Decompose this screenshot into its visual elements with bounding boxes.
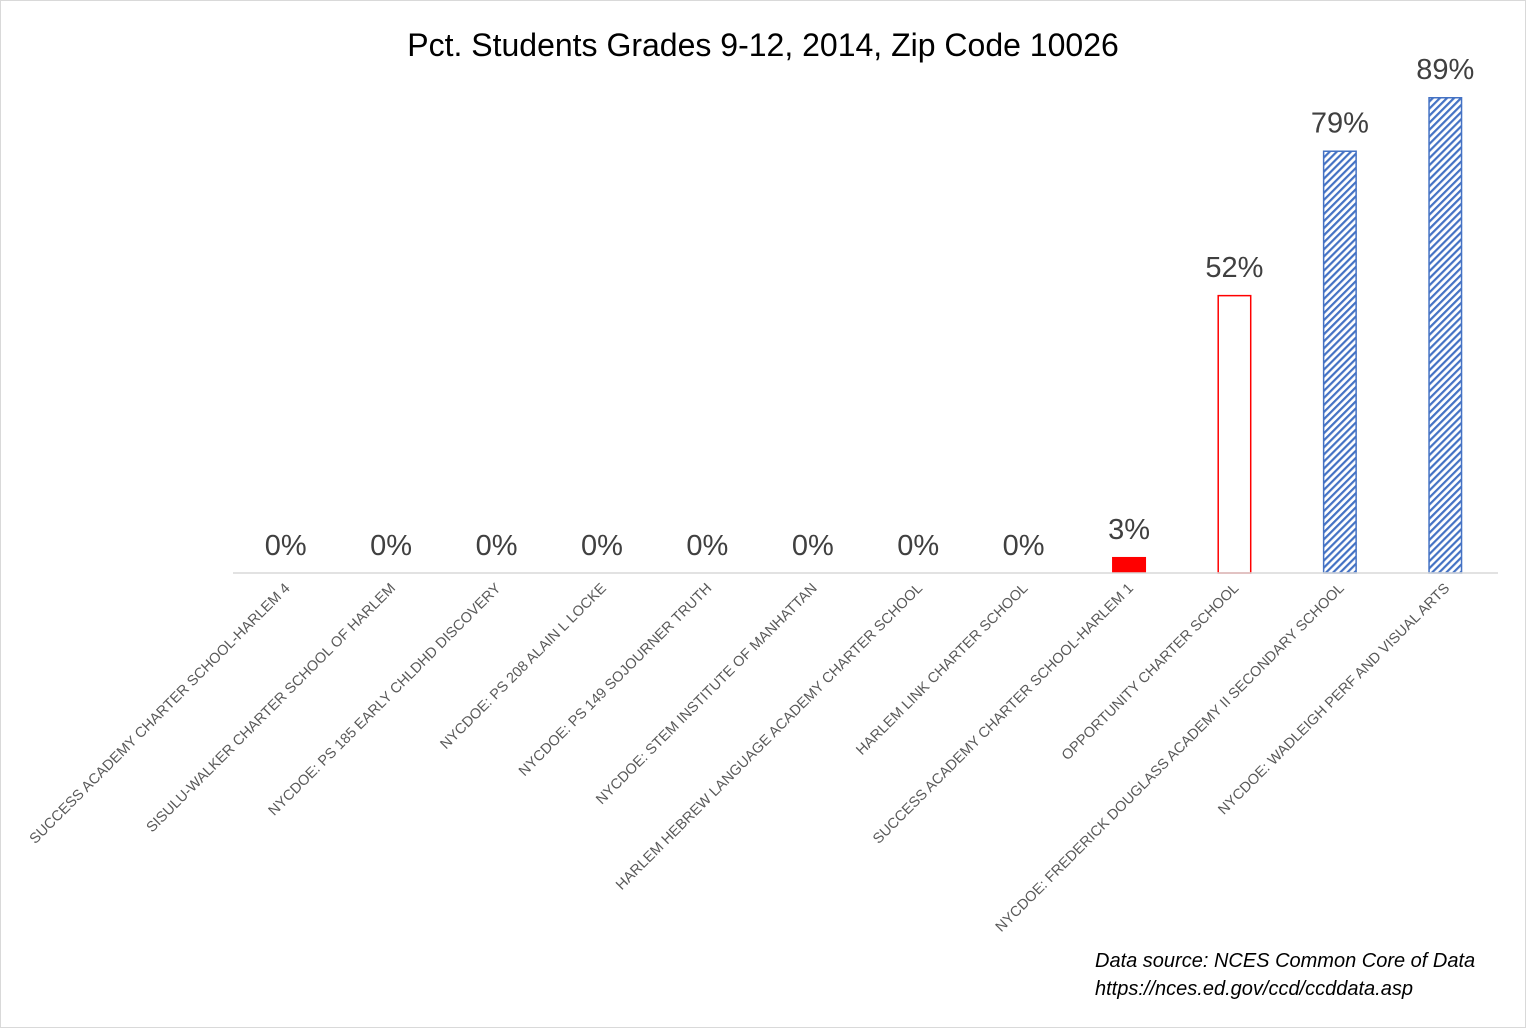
- category-label-10: OPPORTUNITY CHARTER SCHOOL: [1059, 581, 1242, 764]
- data-label-3: 0%: [476, 530, 518, 562]
- chart-title: Pct. Students Grades 9-12, 2014, Zip Cod…: [407, 27, 1119, 63]
- data-labels-group: 0% 0% 0% 0% 0% 0% 0% 0% 3% 52% 79% 89%: [265, 54, 1475, 562]
- bar-9: [1112, 556, 1147, 573]
- category-label-2: SISULU-WALKER CHARTER SCHOOL OF HARLEM: [144, 581, 399, 836]
- category-label-5: NYCDOE: PS 149 SOJOURNER TRUTH: [516, 581, 715, 780]
- category-label-8: HARLEM LINK CHARTER SCHOOL: [853, 581, 1031, 759]
- data-label-5: 0%: [686, 530, 728, 562]
- category-label-11: NYCDOE: FREDERICK DOUGLASS ACADEMY II SE…: [993, 581, 1348, 936]
- category-labels-group: SUCCESS ACADEMY CHARTER SCHOOL-HARLEM 4S…: [27, 580, 1453, 935]
- data-label-12: 89%: [1416, 54, 1474, 86]
- data-label-7: 0%: [897, 530, 939, 562]
- data-label-11: 79%: [1311, 107, 1369, 139]
- source-line-1: Data source: NCES Common Core of Data: [1095, 950, 1475, 972]
- category-label-3: NYCDOE: PS 185 EARLY CHLDHD DISCOVERY: [266, 580, 505, 819]
- data-label-8: 0%: [1003, 530, 1045, 562]
- category-label-12: NYCDOE: WADLEIGH PERF AND VISUAL ARTS: [1215, 581, 1453, 819]
- bar-10: [1217, 294, 1252, 574]
- bar-11: [1322, 150, 1357, 574]
- bar-12: [1428, 97, 1463, 574]
- data-label-2: 0%: [370, 530, 412, 562]
- data-label-9: 3%: [1108, 514, 1150, 546]
- data-label-4: 0%: [581, 530, 623, 562]
- category-label-6: NYCDOE: STEM INSTITUTE OF MANHATTAN: [593, 581, 820, 808]
- data-label-1: 0%: [265, 530, 307, 562]
- category-label-4: NYCDOE: PS 208 ALAIN L LOCKE: [438, 580, 610, 752]
- bars-group: [1112, 97, 1463, 574]
- source-line-2: https://nces.ed.gov/ccd/ccddata.asp: [1095, 978, 1413, 1000]
- data-label-6: 0%: [792, 530, 834, 562]
- data-label-10: 52%: [1205, 252, 1263, 284]
